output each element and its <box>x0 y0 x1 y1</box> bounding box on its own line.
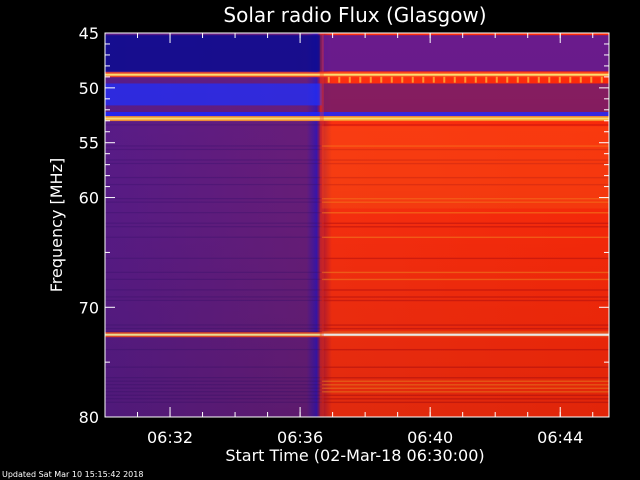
x-tick-label: 06:44 <box>537 428 583 447</box>
axes: 45 50 55 60 70 80 06:32 06:36 06:40 06:44 <box>79 24 609 447</box>
x-axis-label: Start Time (02-Mar-18 06:30:00) <box>225 446 484 465</box>
y-tick-label: 45 <box>79 24 99 43</box>
plot-frame <box>104 32 610 418</box>
y-tick-label: 50 <box>79 79 99 98</box>
x-tick-label: 06:40 <box>407 428 453 447</box>
y-tick-label: 55 <box>79 134 99 153</box>
update-timestamp: Updated Sat Mar 10 15:15:42 2018 <box>2 470 144 479</box>
chart-title: Solar radio Flux (Glasgow) <box>223 3 486 27</box>
x-tick-label: 06:36 <box>277 428 323 447</box>
y-tick-label: 80 <box>79 408 99 427</box>
y-tick-label: 70 <box>79 298 99 317</box>
y-axis-label: Frequency [MHz] <box>47 158 66 292</box>
x-tick-label: 06:32 <box>147 428 193 447</box>
y-tick-label: 60 <box>79 189 99 208</box>
